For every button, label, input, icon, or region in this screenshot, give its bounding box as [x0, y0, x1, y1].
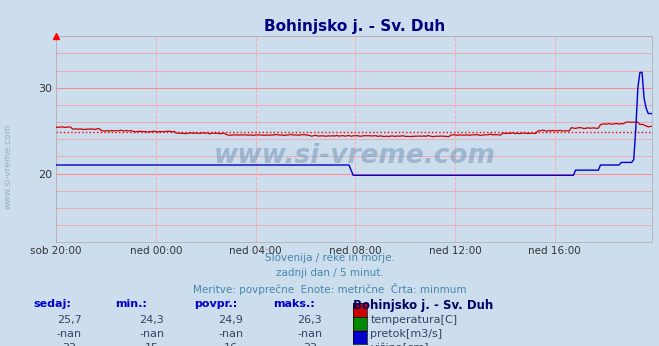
Text: 25,7: 25,7: [57, 315, 82, 325]
Text: 24,9: 24,9: [218, 315, 243, 325]
Text: Slovenija / reke in morje.: Slovenija / reke in morje.: [264, 253, 395, 263]
Text: temperatura[C]: temperatura[C]: [370, 315, 457, 325]
Text: -nan: -nan: [297, 329, 322, 339]
Text: Bohinjsko j. - Sv. Duh: Bohinjsko j. - Sv. Duh: [353, 299, 493, 312]
Text: -nan: -nan: [57, 329, 82, 339]
Text: 15: 15: [144, 343, 159, 346]
Text: pretok[m3/s]: pretok[m3/s]: [370, 329, 442, 339]
Text: 24,3: 24,3: [139, 315, 164, 325]
Title: Bohinjsko j. - Sv. Duh: Bohinjsko j. - Sv. Duh: [264, 19, 445, 34]
Text: 26,3: 26,3: [297, 315, 322, 325]
Text: www.si-vreme.com: www.si-vreme.com: [214, 143, 495, 169]
Text: sedaj:: sedaj:: [33, 299, 71, 309]
Text: maks.:: maks.:: [273, 299, 315, 309]
Text: 16: 16: [223, 343, 238, 346]
Text: Meritve: povprečne  Enote: metrične  Črta: minmum: Meritve: povprečne Enote: metrične Črta:…: [192, 283, 467, 295]
Text: www.si-vreme.com: www.si-vreme.com: [4, 124, 13, 209]
Text: -nan: -nan: [218, 329, 243, 339]
Text: -nan: -nan: [139, 329, 164, 339]
Text: 33: 33: [302, 343, 317, 346]
Text: min.:: min.:: [115, 299, 147, 309]
Text: zadnji dan / 5 minut.: zadnji dan / 5 minut.: [275, 268, 384, 278]
Text: 33: 33: [62, 343, 76, 346]
Text: višina[cm]: višina[cm]: [370, 343, 429, 346]
Text: povpr.:: povpr.:: [194, 299, 238, 309]
